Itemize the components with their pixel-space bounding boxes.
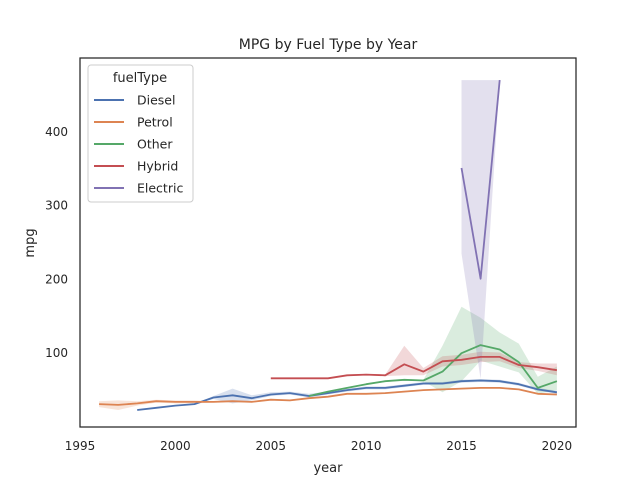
series-diesel-line xyxy=(137,379,558,411)
legend-items: Diesel Petrol Other Hybrid Electric xyxy=(94,93,183,196)
series-petrol-line xyxy=(99,386,557,406)
x-tick-label: 2000 xyxy=(160,439,191,453)
series-electric-band xyxy=(461,80,500,379)
chart-title: MPG by Fuel Type by Year xyxy=(239,37,418,53)
y-axis-ticks: 100 200 300 400 xyxy=(45,125,68,360)
legend-title: fuelType xyxy=(113,71,167,86)
series-diesel-band xyxy=(137,379,557,410)
legend-label-other: Other xyxy=(137,137,173,152)
series-lines xyxy=(99,80,558,411)
y-axis-label: mpg xyxy=(23,228,38,257)
x-tick-label: 2005 xyxy=(256,439,287,453)
y-tick-label: 100 xyxy=(45,346,68,360)
legend-label-petrol: Petrol xyxy=(137,115,173,130)
legend-label-electric: Electric xyxy=(137,181,183,196)
x-tick-label: 2015 xyxy=(446,439,477,453)
x-axis-label: year xyxy=(313,461,343,476)
series-hybrid-band xyxy=(270,345,557,379)
y-tick-label: 300 xyxy=(45,199,68,213)
y-tick-label: 400 xyxy=(45,125,68,139)
x-tick-label: 2020 xyxy=(542,439,573,453)
legend: fuelType Diesel Petrol Other Hybrid Electric xyxy=(87,64,194,203)
series-other-band xyxy=(308,306,557,396)
x-axis-ticks: 1995 2000 2005 2010 2015 2020 xyxy=(65,439,572,453)
x-tick-label: 1995 xyxy=(65,439,96,453)
x-tick-label: 2010 xyxy=(351,439,382,453)
series-other-line xyxy=(308,344,558,397)
series-hybrid-line xyxy=(270,355,558,380)
legend-label-hybrid: Hybrid xyxy=(137,159,178,174)
plot-area-frame xyxy=(79,57,577,428)
y-tick-label: 200 xyxy=(45,272,68,286)
series-electric-line xyxy=(460,80,501,280)
legend-label-diesel: Diesel xyxy=(137,93,175,108)
